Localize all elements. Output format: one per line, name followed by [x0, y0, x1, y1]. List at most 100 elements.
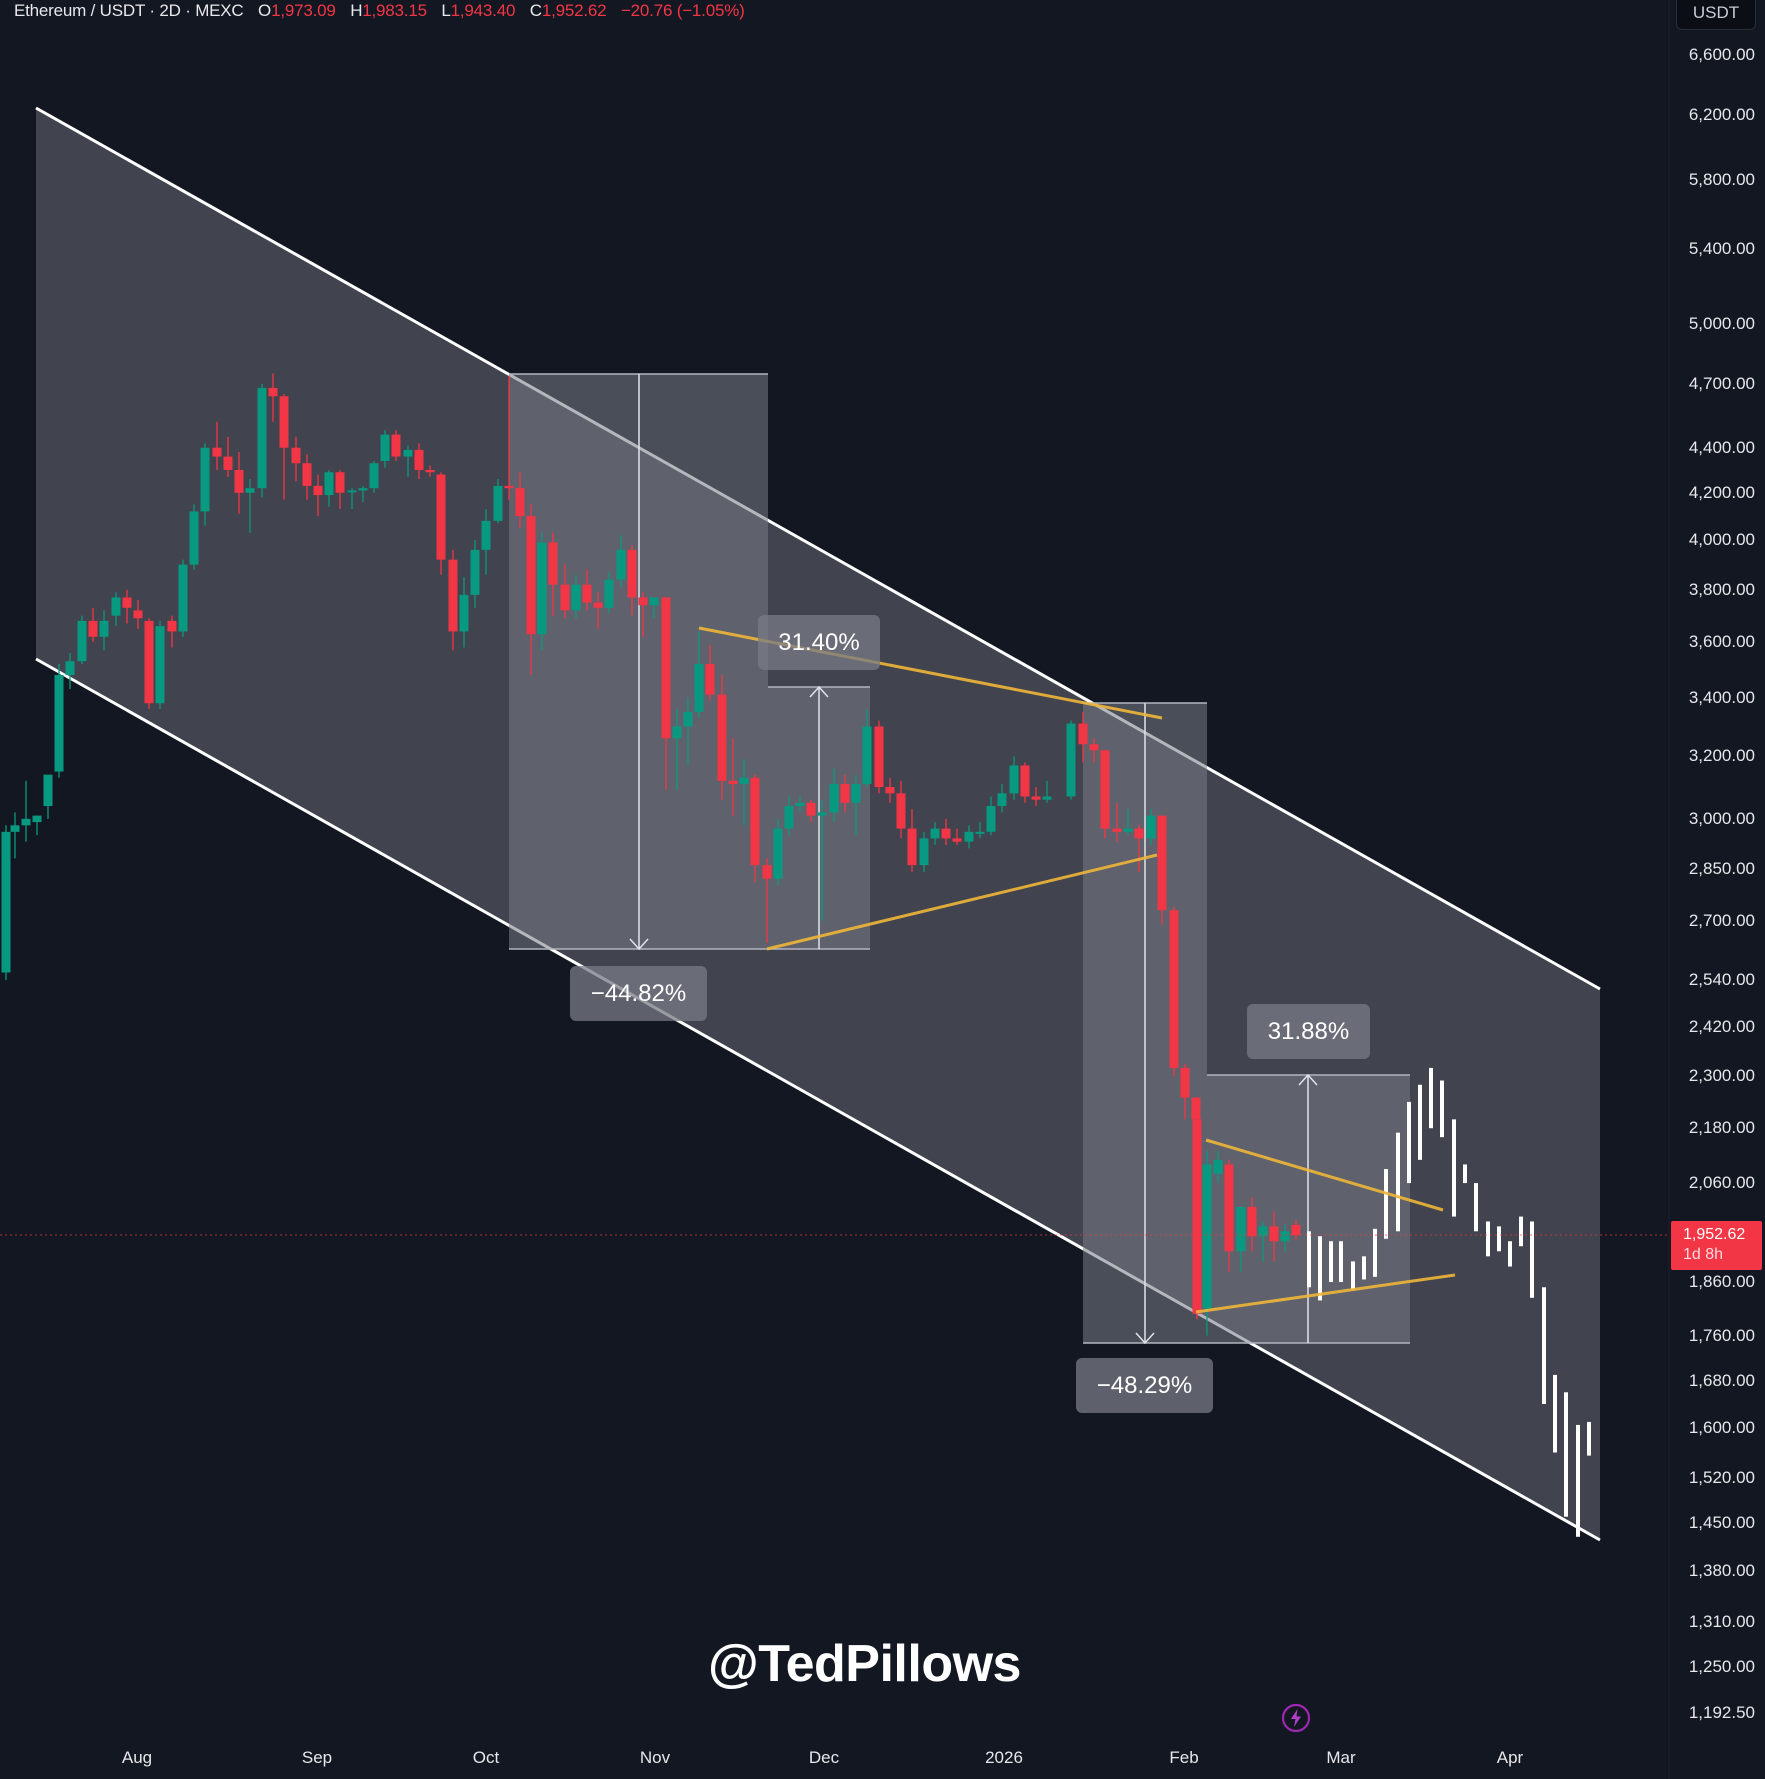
candle-up [1042, 796, 1052, 800]
projection-bar [1564, 1392, 1568, 1517]
candle-down [1157, 815, 1167, 911]
projection-bar [1486, 1221, 1490, 1257]
time-tick: 2026 [985, 1748, 1023, 1767]
price-tick: 1,380.00 [1688, 1561, 1755, 1581]
price-tick: 5,000.00 [1688, 313, 1755, 333]
high-label: H [350, 1, 363, 20]
symbol-legend[interactable]: Ethereum / USDT · 2D · MEXC O1,973.09 H1… [14, 1, 745, 21]
candle-up [986, 805, 996, 832]
candle-up [178, 564, 188, 632]
last-price-badge: 1,952.62 1d 8h [1671, 1221, 1762, 1270]
candle-down [806, 802, 816, 816]
price-tick: 1,250.00 [1688, 1657, 1755, 1677]
low-label: L [441, 1, 451, 20]
candle-up [65, 661, 75, 676]
candle-down [1247, 1206, 1257, 1237]
candle-up [347, 490, 357, 493]
candle-up [1213, 1159, 1223, 1174]
change-value: −20.76 (−1.05%) [620, 1, 745, 20]
channel-upper-line [35, 106, 1601, 991]
time-tick: Sep [301, 1748, 333, 1767]
close-label: C [529, 1, 542, 20]
high-value: 1,983.15 [362, 1, 427, 20]
candle-down [548, 542, 558, 585]
candle-up [694, 663, 704, 712]
candle-up [200, 447, 210, 512]
candle-down [1291, 1224, 1301, 1236]
candle-down [728, 780, 738, 784]
candle-up [537, 542, 547, 635]
candle-up [403, 449, 413, 457]
candle-up [481, 520, 491, 550]
candle-down [1112, 828, 1122, 832]
candle-up [773, 828, 783, 879]
candle-down [425, 469, 435, 473]
price-tick: 1,192.50 [1688, 1702, 1755, 1722]
candle-up [324, 472, 334, 496]
candle-down [750, 777, 760, 866]
candle-down [661, 597, 671, 739]
candle-down [840, 783, 850, 803]
candle-up [964, 831, 974, 842]
measure-percent-label: −48.29% [1076, 1358, 1213, 1413]
candle-up [739, 777, 749, 784]
candle-down [144, 620, 154, 704]
candle-up [616, 549, 626, 580]
measure-percent-label: −44.82% [570, 966, 707, 1021]
measure-percent-label: 31.88% [1247, 1004, 1370, 1059]
time-tick: Apr [1496, 1748, 1524, 1767]
candle-down [223, 456, 233, 470]
projection-bar [1351, 1261, 1355, 1290]
author-watermark: @TedPillows [708, 1635, 1021, 1693]
price-tick: 1,520.00 [1688, 1467, 1755, 1487]
candle-down [1100, 750, 1110, 829]
candle-down [907, 828, 917, 866]
lightning-bolt-icon[interactable] [1281, 1703, 1311, 1733]
candle-down [885, 787, 895, 794]
price-tick: 3,800.00 [1688, 579, 1755, 599]
candle-down [1089, 744, 1099, 751]
open-value: 1,973.09 [271, 1, 336, 20]
price-tick: 4,700.00 [1688, 373, 1755, 393]
price-tick: 6,200.00 [1688, 105, 1755, 125]
candle-down [560, 584, 570, 611]
candle-up [369, 463, 379, 489]
projection-bar [1373, 1228, 1377, 1277]
candle-up [470, 549, 480, 595]
candle-up [919, 838, 929, 866]
candle-down [1192, 1119, 1202, 1314]
price-tick: 5,800.00 [1688, 170, 1755, 190]
candle-down [504, 485, 514, 489]
candle-down [268, 387, 278, 397]
candle-up [189, 511, 199, 565]
price-tick: 3,200.00 [1688, 746, 1755, 766]
currency-selector[interactable]: USDT [1676, 0, 1756, 30]
candle-up [795, 802, 805, 806]
projection-bar [1396, 1132, 1400, 1232]
price-tick: 2,300.00 [1688, 1066, 1755, 1086]
candle-up [930, 828, 940, 839]
candle-up [257, 387, 267, 489]
candle-up [21, 818, 31, 826]
candle-down [1180, 1067, 1190, 1098]
arrow-up-icon [809, 685, 829, 698]
price-tick: 1,600.00 [1688, 1417, 1755, 1437]
candle-up [1123, 828, 1133, 832]
candle-down [1020, 765, 1030, 797]
candle-up [1066, 723, 1076, 797]
candle-down [167, 620, 177, 632]
arrow-up-icon [1298, 1073, 1318, 1086]
candle-up [1202, 1164, 1212, 1309]
time-tick: Aug [121, 1748, 153, 1767]
candle-down [941, 828, 951, 839]
candle-down [593, 602, 603, 608]
candle-up [862, 726, 872, 784]
projection-bar [1508, 1241, 1512, 1267]
candle-up [155, 626, 165, 704]
candle-down [1191, 1097, 1201, 1120]
symbol-name[interactable]: Ethereum / USDT · 2D · MEXC [14, 1, 244, 20]
candle-down [638, 597, 648, 606]
price-axis[interactable]: 6,600.00 6,200.00 5,800.00 5,400.00 5,000.00… [1670, 0, 1765, 1779]
candle-down [448, 559, 458, 632]
